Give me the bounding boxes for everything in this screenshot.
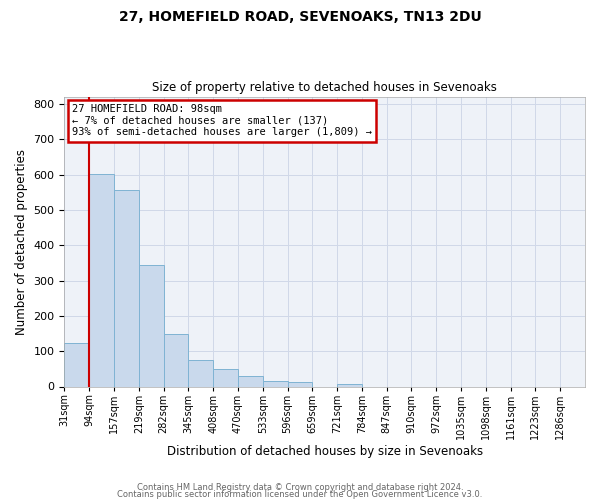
Y-axis label: Number of detached properties: Number of detached properties xyxy=(15,149,28,335)
Bar xyxy=(337,384,362,386)
Bar xyxy=(139,264,164,386)
Bar xyxy=(263,381,287,386)
Text: Contains public sector information licensed under the Open Government Licence v3: Contains public sector information licen… xyxy=(118,490,482,499)
Text: Contains HM Land Registry data © Crown copyright and database right 2024.: Contains HM Land Registry data © Crown c… xyxy=(137,484,463,492)
Bar xyxy=(188,360,213,386)
X-axis label: Distribution of detached houses by size in Sevenoaks: Distribution of detached houses by size … xyxy=(167,444,483,458)
Bar xyxy=(238,376,263,386)
Bar xyxy=(114,190,139,386)
Text: 27 HOMEFIELD ROAD: 98sqm
← 7% of detached houses are smaller (137)
93% of semi-d: 27 HOMEFIELD ROAD: 98sqm ← 7% of detache… xyxy=(72,104,372,138)
Text: 27, HOMEFIELD ROAD, SEVENOAKS, TN13 2DU: 27, HOMEFIELD ROAD, SEVENOAKS, TN13 2DU xyxy=(119,10,481,24)
Bar xyxy=(287,382,313,386)
Bar xyxy=(64,344,89,386)
Title: Size of property relative to detached houses in Sevenoaks: Size of property relative to detached ho… xyxy=(152,82,497,94)
Bar xyxy=(213,369,238,386)
Bar xyxy=(89,174,114,386)
Bar xyxy=(164,334,188,386)
